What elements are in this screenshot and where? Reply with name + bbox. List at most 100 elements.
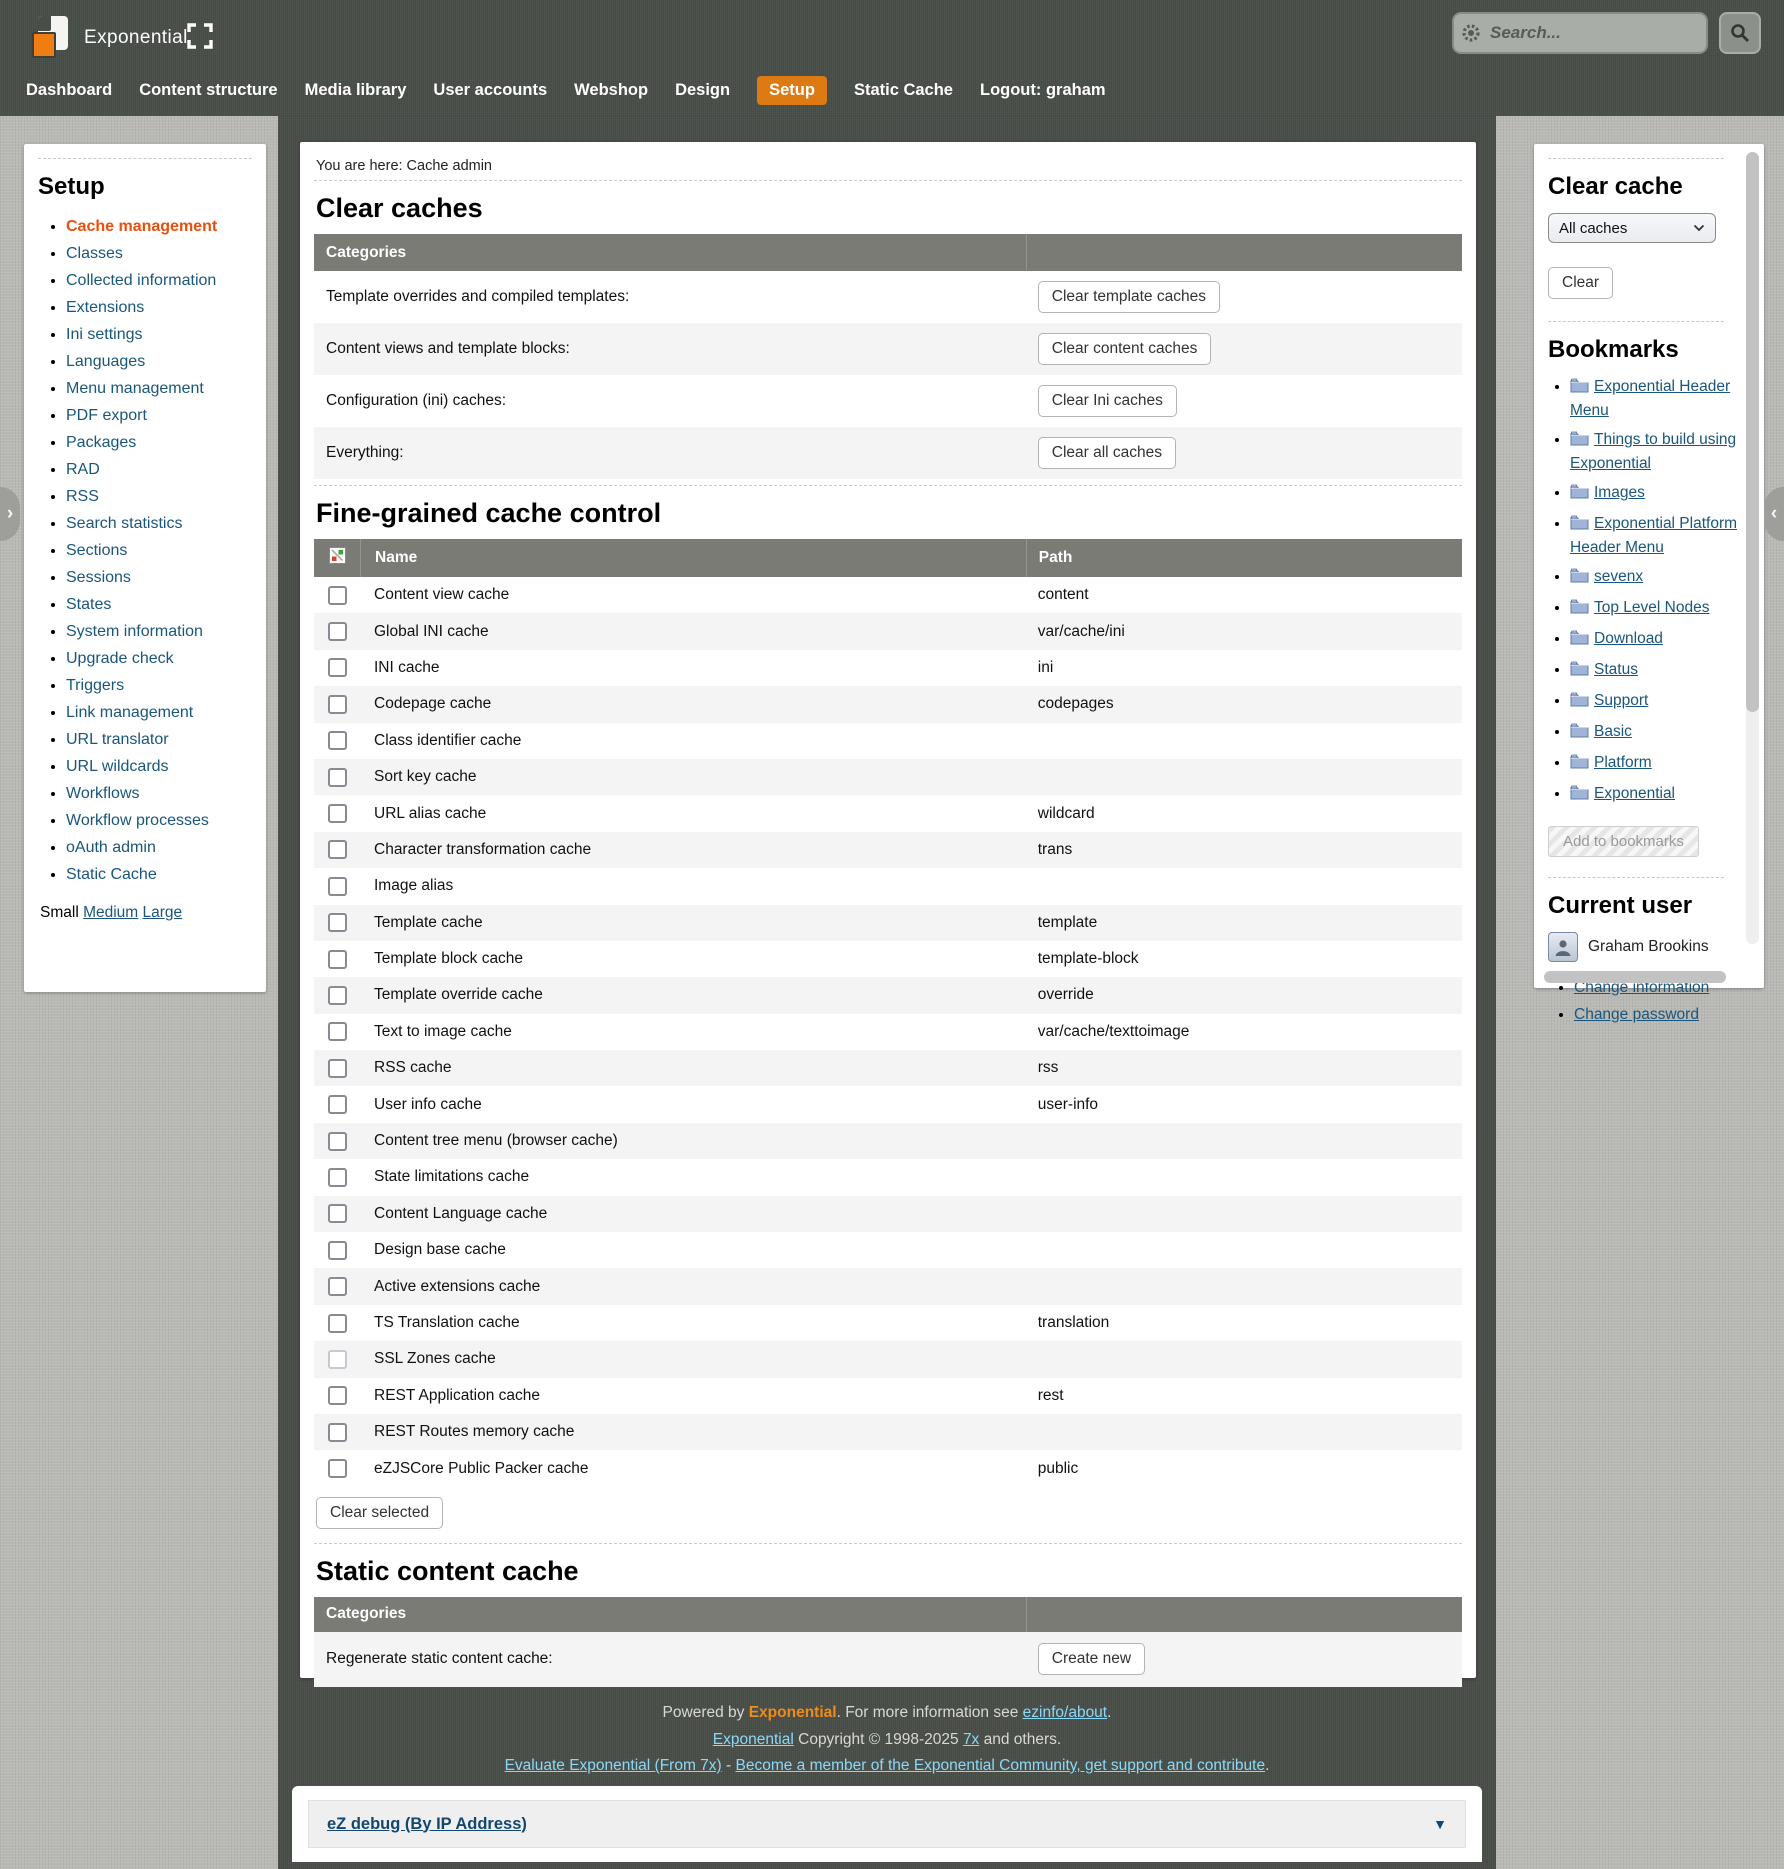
sidebar-item-url-wildcards[interactable]: URL wildcards <box>66 758 169 775</box>
clear-template-caches-button[interactable]: Clear template caches <box>1037 281 1220 313</box>
sidebar-item-system-information[interactable]: System information <box>66 623 203 640</box>
checkbox-design-base-cache[interactable] <box>327 1240 347 1260</box>
bookmark-link-support[interactable]: Support <box>1594 692 1649 709</box>
search-input[interactable] <box>1452 12 1708 54</box>
sevenx-link[interactable]: 7x <box>962 1730 980 1748</box>
exponential-link[interactable]: Exponential <box>712 1730 794 1748</box>
bookmark-link-sevenx[interactable]: sevenx <box>1594 568 1644 585</box>
bookmark-link-exponential-header-menu[interactable]: Exponential Header Menu <box>1570 378 1731 419</box>
checkbox-ini-cache[interactable] <box>327 658 347 678</box>
bookmark-link-things-to-build-using-exponential[interactable]: Things to build using Exponential <box>1570 431 1737 472</box>
nav-item-media-library[interactable]: Media library <box>304 80 407 99</box>
bookmark-link-download[interactable]: Download <box>1594 630 1663 647</box>
cache-type-select[interactable]: All caches <box>1548 213 1716 243</box>
sidebar-item-url-translator[interactable]: URL translator <box>66 731 169 748</box>
fine-grained-row: Global INI cache var/cache/ini <box>314 613 1462 650</box>
bookmark-link-exponential-platform-header-menu[interactable]: Exponential Platform Header Menu <box>1570 515 1738 556</box>
checkbox-codepage-cache[interactable] <box>327 694 347 714</box>
sidebar-item-triggers[interactable]: Triggers <box>66 677 125 694</box>
clear-selected-button[interactable]: Clear selected <box>316 1496 444 1529</box>
bookmark-link-top-level-nodes[interactable]: Top Level Nodes <box>1594 599 1710 616</box>
toggle-selection-icon[interactable] <box>328 547 346 569</box>
nav-item-logout-graham[interactable]: Logout: graham <box>979 80 1106 99</box>
create-new-button[interactable]: Create new <box>1037 1643 1146 1676</box>
checkbox-url-alias-cache[interactable] <box>327 804 347 824</box>
checkbox-template-override-cache[interactable] <box>327 985 347 1005</box>
bookmark-link-basic[interactable]: Basic <box>1594 723 1632 740</box>
search-button[interactable] <box>1719 12 1761 54</box>
sidebar-item-cache-management[interactable]: Cache management <box>66 218 218 235</box>
right-collapse-tab[interactable]: ‹ <box>1764 487 1784 541</box>
nav-item-webshop[interactable]: Webshop <box>574 80 649 99</box>
ezinfo-about-link[interactable]: ezinfo/about <box>1022 1704 1108 1721</box>
fullscreen-icon[interactable] <box>186 22 214 50</box>
checkbox-rest-routes-memory-cache[interactable] <box>327 1422 347 1442</box>
checkbox-ts-translation-cache[interactable] <box>327 1313 347 1333</box>
clear-content-caches-button[interactable]: Clear content caches <box>1037 333 1212 365</box>
checkbox-class-identifier-cache[interactable] <box>327 731 347 751</box>
checkbox-rss-cache[interactable] <box>327 1058 347 1078</box>
checkbox-template-block-cache[interactable] <box>327 949 347 969</box>
sidebar-item-pdf-export[interactable]: PDF export <box>66 407 147 424</box>
size-link-large[interactable]: Large <box>142 904 183 921</box>
bookmark-link-exponential[interactable]: Exponential <box>1594 785 1676 802</box>
sidebar-item-ini-settings[interactable]: Ini settings <box>66 326 143 343</box>
sidebar-item-search-statistics[interactable]: Search statistics <box>66 515 183 532</box>
nav-item-user-accounts[interactable]: User accounts <box>433 80 548 99</box>
checkbox-sort-key-cache[interactable] <box>327 767 347 787</box>
sidebar-item-menu-management[interactable]: Menu management <box>66 380 204 397</box>
vertical-scrollbar-thumb[interactable] <box>1746 152 1759 712</box>
checkbox-rest-application-cache[interactable] <box>327 1386 347 1406</box>
community-link[interactable]: Become a member of the Exponential Commu… <box>735 1757 1266 1774</box>
checkbox-content-language-cache[interactable] <box>327 1204 347 1224</box>
exponential-logo-icon[interactable] <box>30 16 72 58</box>
checkbox-character-transformation-cache[interactable] <box>327 840 347 860</box>
horizontal-scrollbar-thumb[interactable] <box>1544 971 1726 983</box>
left-collapse-tab[interactable]: › <box>0 487 20 541</box>
sidebar-item-states[interactable]: States <box>66 596 112 613</box>
sidebar-item-upgrade-check[interactable]: Upgrade check <box>66 650 174 667</box>
bookmark-link-platform[interactable]: Platform <box>1594 754 1652 771</box>
debug-toggle-icon[interactable]: ▼ <box>1433 1816 1447 1832</box>
checkbox-ezjscore-public-packer-cache[interactable] <box>327 1459 347 1479</box>
sidebar-item-workflow-processes[interactable]: Workflow processes <box>66 812 209 829</box>
sidebar-item-rss[interactable]: RSS <box>66 488 99 505</box>
nav-item-dashboard[interactable]: Dashboard <box>26 80 113 99</box>
ez-debug-link[interactable]: eZ debug (By IP Address) <box>327 1814 527 1833</box>
checkbox-user-info-cache[interactable] <box>327 1095 347 1115</box>
evaluate-link[interactable]: Evaluate Exponential (From 7x) <box>504 1757 722 1774</box>
nav-item-content-structure[interactable]: Content structure <box>139 80 278 99</box>
sidebar-item-rad[interactable]: RAD <box>66 461 100 478</box>
nav-item-static-cache[interactable]: Static Cache <box>853 80 953 99</box>
sidebar-item-static-cache[interactable]: Static Cache <box>66 866 157 883</box>
size-link-medium[interactable]: Medium <box>83 904 139 921</box>
clear-all-caches-button[interactable]: Clear all caches <box>1037 437 1177 469</box>
sidebar-item-workflows[interactable]: Workflows <box>66 785 140 802</box>
checkbox-template-cache[interactable] <box>327 913 347 933</box>
checkbox-image-alias[interactable] <box>327 876 347 896</box>
change-password-link[interactable]: Change password <box>1574 1006 1699 1023</box>
checkbox-global-ini-cache[interactable] <box>327 622 347 642</box>
sidebar-item-packages[interactable]: Packages <box>66 434 137 451</box>
checkbox-text-to-image-cache[interactable] <box>327 1022 347 1042</box>
sidebar-item-sessions[interactable]: Sessions <box>66 569 131 586</box>
checkbox-state-limitations-cache[interactable] <box>327 1167 347 1187</box>
clear-ini-caches-button[interactable]: Clear Ini caches <box>1037 385 1177 417</box>
checkbox-content-view-cache[interactable] <box>327 585 347 605</box>
sidebar-item-link-management[interactable]: Link management <box>66 704 194 721</box>
sidebar-item-classes[interactable]: Classes <box>66 245 123 262</box>
checkbox-content-tree-menu-browser-cache[interactable] <box>327 1131 347 1151</box>
sidebar-item-extensions[interactable]: Extensions <box>66 299 145 316</box>
divider <box>314 180 1462 181</box>
clear-button[interactable]: Clear <box>1548 267 1614 299</box>
sidebar-item-collected-information[interactable]: Collected information <box>66 272 217 289</box>
sidebar-item-oauth-admin[interactable]: oAuth admin <box>66 839 156 856</box>
sidebar-item-sections[interactable]: Sections <box>66 542 128 559</box>
bookmark-link-status[interactable]: Status <box>1594 661 1638 678</box>
change-information-link[interactable]: Change information <box>1574 979 1710 996</box>
nav-item-setup[interactable]: Setup <box>757 75 827 105</box>
bookmark-link-images[interactable]: Images <box>1594 484 1645 501</box>
nav-item-design[interactable]: Design <box>675 80 731 99</box>
sidebar-item-languages[interactable]: Languages <box>66 353 146 370</box>
checkbox-active-extensions-cache[interactable] <box>327 1277 347 1297</box>
